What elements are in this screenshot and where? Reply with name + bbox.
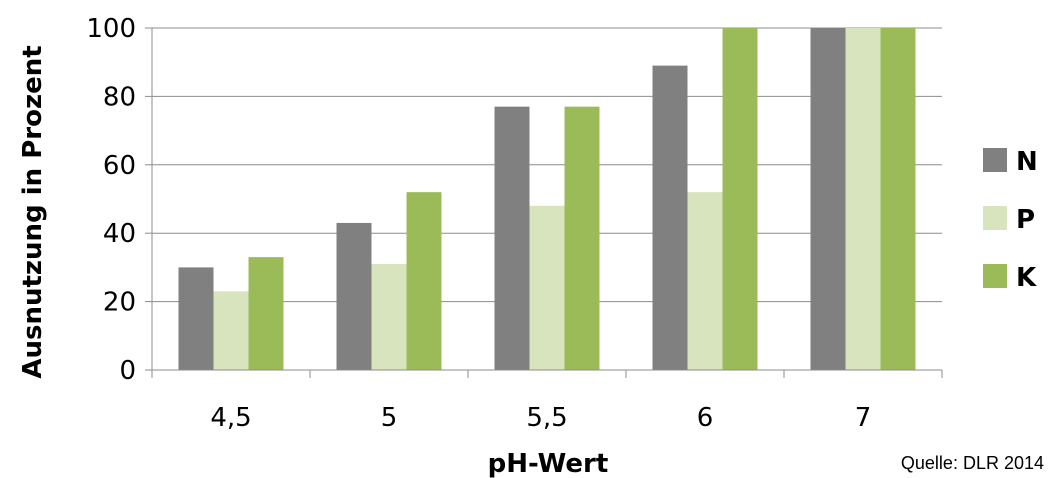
legend-label-n: N: [1016, 147, 1038, 177]
legend: NPK: [983, 147, 1038, 293]
legend-label-p: P: [1016, 205, 1035, 235]
bar-k-2: [564, 106, 600, 370]
bar-k-1: [406, 192, 442, 370]
x-tick-labels: 4,5 5 5,5 6 7: [210, 403, 871, 433]
bar-n-0: [178, 267, 214, 370]
y-tick-label: 100: [86, 14, 136, 44]
x-tick-label: 7: [855, 403, 872, 433]
bar-p-1: [371, 263, 407, 370]
legend-swatch-p: [983, 206, 1007, 230]
bar-k-0: [248, 257, 284, 370]
bar-k-4: [880, 28, 916, 370]
bar-n-4: [810, 28, 846, 370]
bar-p-3: [687, 192, 723, 370]
gridlines: [152, 27, 942, 303]
y-tick-label: 20: [103, 288, 136, 318]
x-tick-label: 5: [381, 403, 398, 433]
legend-swatch-k: [983, 264, 1007, 288]
bar-n-2: [494, 106, 530, 370]
y-tick-label: 60: [103, 151, 136, 181]
y-tick-label: 0: [119, 356, 136, 386]
y-axis-title: Ausnutzung in Prozent: [18, 45, 48, 378]
x-axis-title: pH-Wert: [488, 449, 609, 478]
axes: [145, 27, 943, 378]
bar-k-3: [722, 28, 758, 370]
bar-p-0: [213, 291, 249, 370]
bar-n-1: [336, 222, 372, 370]
x-tick-label: 5,5: [526, 403, 567, 433]
y-tick-label: 40: [103, 219, 136, 249]
bars: [178, 28, 916, 371]
legend-swatch-n: [983, 148, 1007, 172]
x-tick-label: 4,5: [210, 403, 251, 433]
bar-p-4: [845, 28, 881, 370]
legend-label-k: K: [1016, 263, 1037, 293]
y-tick-labels: 0 20 40 60 80 100: [86, 14, 136, 386]
bar-n-3: [652, 65, 688, 371]
y-tick-label: 80: [103, 82, 136, 112]
source-note: Quelle: DLR 2014: [901, 453, 1044, 473]
x-tick-label: 6: [697, 403, 714, 433]
bar-p-2: [529, 205, 565, 370]
